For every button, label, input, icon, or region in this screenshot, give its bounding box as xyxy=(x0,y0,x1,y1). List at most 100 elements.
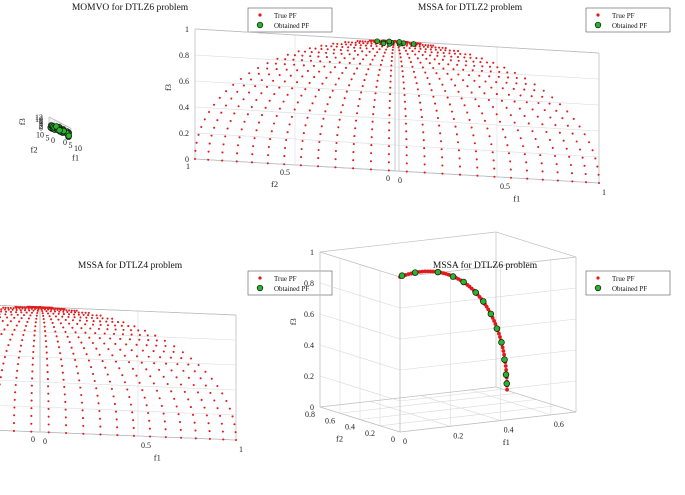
true-pf-point xyxy=(286,53,289,56)
true-pf-point xyxy=(493,175,496,178)
legend: True PF Obtained PF xyxy=(585,270,671,296)
true-pf-point xyxy=(414,53,417,56)
true-pf-point xyxy=(99,433,102,436)
true-pf-point xyxy=(225,399,228,403)
true-pf-point xyxy=(90,366,93,369)
true-pf-point xyxy=(448,52,451,55)
grid-line xyxy=(339,392,517,414)
true-pf-point xyxy=(242,98,245,101)
true-pf-point xyxy=(429,44,432,47)
true-pf-point xyxy=(107,348,110,351)
true-pf-point xyxy=(353,49,356,52)
true-pf-point xyxy=(119,348,122,351)
true-pf-point xyxy=(42,307,45,310)
true-pf-point xyxy=(533,89,536,92)
true-pf-point xyxy=(473,142,476,145)
true-pf-point xyxy=(541,123,544,126)
true-pf-point xyxy=(430,46,433,49)
true-pf-point xyxy=(179,428,182,431)
true-pf-point xyxy=(143,396,146,399)
grid-line xyxy=(0,330,41,333)
true-pf-point xyxy=(2,306,5,309)
true-pf-point xyxy=(541,170,544,173)
true-pf-point xyxy=(228,407,231,410)
true-pf-point xyxy=(80,327,83,330)
true-pf-point xyxy=(74,358,77,362)
true-pf-point xyxy=(444,89,447,93)
true-pf-point xyxy=(472,134,475,137)
true-pf-point xyxy=(270,130,273,133)
x-tick-label: 0.2 xyxy=(453,431,463,440)
true-pf-point xyxy=(64,424,68,427)
true-pf-point xyxy=(403,87,406,90)
true-pf-point xyxy=(300,156,303,159)
true-pf-point xyxy=(46,371,49,374)
true-pf-point xyxy=(306,116,309,119)
true-pf-point xyxy=(383,51,386,54)
true-pf-point xyxy=(85,316,88,319)
legend-box xyxy=(585,270,671,296)
true-pf-point xyxy=(515,76,518,80)
true-pf-point xyxy=(195,141,198,144)
true-pf-point xyxy=(111,354,114,357)
true-pf-point xyxy=(266,67,269,70)
z-tick-label: 0.8 xyxy=(304,279,314,288)
true-pf-point xyxy=(420,116,423,119)
z-axis-label: f3 xyxy=(17,118,27,125)
true-pf-point xyxy=(299,164,302,167)
true-pf-point xyxy=(515,82,518,85)
true-pf-point xyxy=(14,391,17,394)
true-pf-point xyxy=(13,406,16,409)
true-pf-point xyxy=(47,415,50,418)
true-pf-point xyxy=(84,311,87,314)
true-pf-point xyxy=(196,391,200,394)
true-pf-point xyxy=(81,311,84,314)
true-pf-point xyxy=(385,48,388,51)
true-pf-point xyxy=(334,149,337,153)
true-pf-point xyxy=(414,76,417,79)
true-pf-point xyxy=(308,47,311,50)
true-pf-point xyxy=(325,51,328,54)
true-pf-point xyxy=(345,90,348,93)
true-pf-point xyxy=(147,339,150,342)
true-pf-point xyxy=(257,66,260,70)
true-pf-point xyxy=(498,335,502,339)
true-pf-point xyxy=(99,314,102,317)
series-true-pf xyxy=(398,269,509,392)
true-pf-point xyxy=(76,372,80,375)
true-pf-point xyxy=(343,57,346,60)
true-pf-point xyxy=(267,146,270,149)
true-pf-point xyxy=(239,77,242,80)
true-pf-point xyxy=(225,90,228,93)
true-pf-point xyxy=(213,399,216,402)
true-pf-point xyxy=(121,374,124,377)
true-pf-point xyxy=(334,83,337,86)
true-pf-point xyxy=(45,310,48,313)
true-pf-point xyxy=(26,320,29,324)
true-pf-point xyxy=(95,347,98,350)
legend-true-pf-label: True PF xyxy=(612,275,635,283)
true-pf-point xyxy=(382,55,385,58)
true-pf-point xyxy=(192,384,195,387)
true-pf-point xyxy=(37,308,40,311)
true-pf-point xyxy=(495,81,498,84)
true-pf-point xyxy=(339,49,342,52)
true-pf-point xyxy=(389,80,392,83)
true-pf-point xyxy=(143,329,147,332)
x-tick-label: 1 xyxy=(239,445,243,454)
true-pf-point xyxy=(379,63,382,66)
obtained-pf-point xyxy=(493,325,501,332)
true-pf-point xyxy=(301,54,304,57)
true-pf-point xyxy=(423,163,426,166)
true-pf-point xyxy=(23,329,26,332)
true-pf-point xyxy=(243,120,246,123)
true-pf-point xyxy=(584,172,587,176)
true-pf-point xyxy=(189,357,193,360)
true-pf-point xyxy=(533,83,536,86)
true-pf-point xyxy=(182,369,185,372)
true-pf-point xyxy=(433,58,436,61)
true-pf-point xyxy=(333,48,336,51)
true-pf-point xyxy=(450,55,453,58)
